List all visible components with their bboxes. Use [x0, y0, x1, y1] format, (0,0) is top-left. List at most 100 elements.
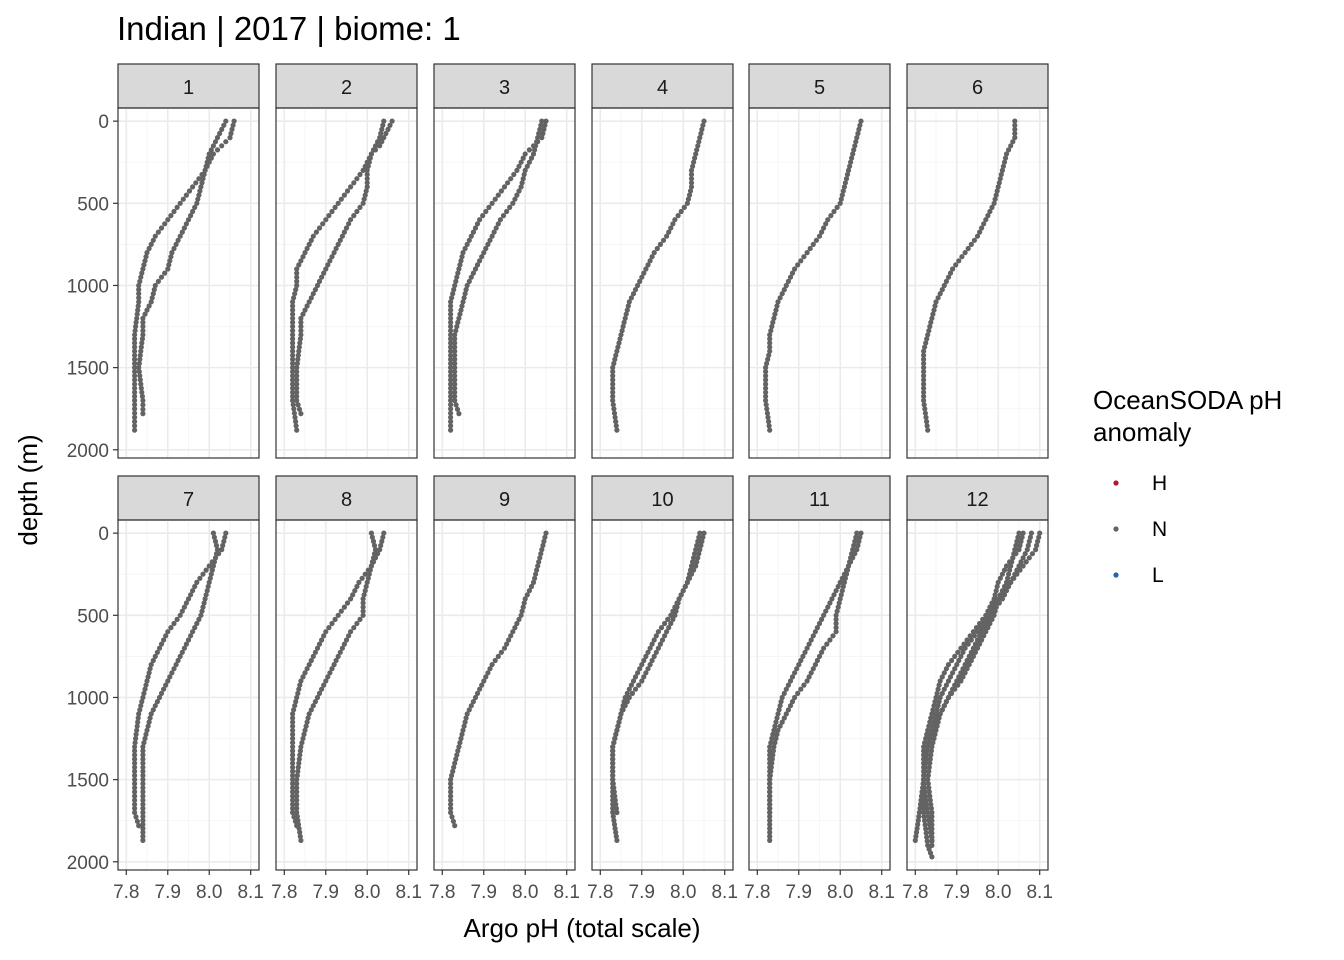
- data-point: [448, 303, 454, 309]
- data-point: [691, 567, 697, 573]
- profile-series-2: [610, 530, 707, 816]
- data-point: [827, 600, 833, 606]
- data-point: [168, 254, 174, 260]
- data-point: [610, 764, 616, 770]
- profile-series-1: [132, 530, 229, 829]
- data-point: [921, 744, 927, 750]
- data-point: [206, 151, 212, 157]
- data-point: [210, 143, 216, 149]
- data-point: [194, 620, 200, 627]
- data-point: [458, 735, 464, 742]
- data-point: [448, 393, 454, 399]
- data-point: [806, 641, 812, 647]
- data-point: [778, 699, 784, 705]
- data-point: [622, 703, 628, 709]
- data-point: [448, 352, 454, 358]
- data-point: [132, 402, 138, 408]
- data-point: [610, 813, 616, 820]
- data-point: [200, 604, 206, 610]
- data-point: [921, 805, 927, 812]
- data-point: [917, 805, 923, 812]
- data-point: [301, 731, 307, 738]
- data-point: [935, 715, 941, 721]
- data-point: [995, 596, 1001, 602]
- data-point: [657, 641, 664, 647]
- data-point: [290, 377, 296, 383]
- data-point: [943, 278, 950, 284]
- data-point: [132, 748, 138, 754]
- data-point: [520, 176, 526, 182]
- facet-strip: [591, 475, 734, 521]
- data-point: [183, 221, 189, 227]
- data-point: [174, 204, 180, 210]
- data-point: [528, 583, 535, 590]
- data-point: [854, 547, 860, 553]
- data-point: [913, 833, 919, 840]
- facet-strip-label: 9: [499, 489, 510, 511]
- data-point: [610, 381, 616, 387]
- data-point: [198, 612, 204, 618]
- data-point: [466, 707, 472, 713]
- data-point: [958, 645, 964, 651]
- data-point: [1016, 563, 1022, 569]
- data-point: [462, 719, 468, 725]
- data-point: [971, 237, 978, 243]
- data-point: [448, 307, 454, 313]
- data-point: [1019, 534, 1025, 540]
- data-point: [936, 699, 942, 705]
- data-point: [915, 817, 921, 824]
- data-point: [960, 666, 966, 672]
- data-point: [985, 616, 991, 623]
- data-point: [331, 662, 337, 668]
- data-point: [369, 559, 375, 565]
- data-point: [974, 629, 981, 635]
- data-point: [507, 204, 513, 210]
- x-tick-label: 8.0: [827, 882, 853, 903]
- y-tick-label: 0: [98, 112, 109, 133]
- data-point: [843, 176, 850, 182]
- data-point: [338, 608, 344, 614]
- data-point: [685, 196, 692, 202]
- data-point: [479, 682, 485, 688]
- data-point: [849, 155, 855, 161]
- data-point: [700, 122, 706, 128]
- data-point: [653, 633, 659, 639]
- data-point: [970, 653, 977, 660]
- data-point: [983, 629, 989, 635]
- data-point: [825, 604, 831, 610]
- data-point: [927, 735, 933, 742]
- data-point: [658, 625, 665, 631]
- data-point: [498, 188, 504, 194]
- data-point: [136, 295, 142, 301]
- data-point: [169, 670, 175, 676]
- data-point: [132, 805, 138, 812]
- data-point: [681, 204, 687, 210]
- data-point: [145, 674, 151, 680]
- x-tick-label: 7.9: [944, 882, 970, 903]
- data-point: [460, 727, 466, 733]
- data-point: [357, 616, 363, 623]
- data-point: [789, 699, 796, 705]
- data-point: [316, 641, 323, 647]
- data-point: [841, 579, 848, 586]
- data-point: [290, 772, 296, 779]
- data-point: [654, 245, 660, 252]
- data-point: [290, 360, 296, 367]
- data-point: [983, 217, 989, 223]
- data-point: [649, 641, 655, 647]
- data-point: [542, 534, 548, 540]
- data-point: [937, 694, 943, 701]
- data-point: [492, 196, 498, 202]
- data-point: [132, 344, 138, 350]
- data-point: [290, 735, 296, 742]
- data-point: [459, 731, 465, 738]
- data-point: [136, 823, 142, 829]
- data-point: [626, 299, 632, 305]
- data-point: [140, 833, 146, 840]
- data-point: [787, 678, 794, 684]
- data-point: [614, 727, 620, 733]
- data-point: [649, 254, 655, 260]
- data-point: [483, 674, 489, 680]
- data-point: [290, 336, 296, 342]
- data-point: [132, 789, 138, 795]
